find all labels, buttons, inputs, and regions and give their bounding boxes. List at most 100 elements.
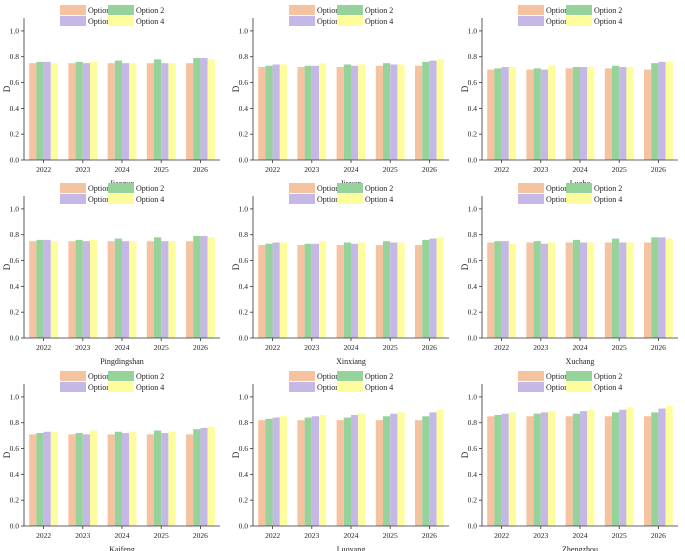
x-tick-label: 2026 <box>193 343 208 352</box>
bar-2025-option-2 <box>612 238 620 338</box>
bar-2023-option-1 <box>68 434 76 526</box>
bar-2023-option-1 <box>297 67 305 160</box>
x-tick-label: 2025 <box>154 165 169 174</box>
x-axis-title: Pingdingshan <box>100 357 144 366</box>
x-tick-label: 2026 <box>193 531 208 540</box>
bar-2024-option-2 <box>343 242 351 338</box>
y-tick-label: 0.0 <box>468 156 478 165</box>
legend-swatch-option-3 <box>518 382 544 392</box>
legend-label-option-3: Option 3 <box>88 195 116 204</box>
bar-2024-option-2 <box>343 64 351 160</box>
y-tick-label: 0.8 <box>239 418 249 427</box>
bar-2026-option-1 <box>186 63 194 160</box>
bar-2024-option-4 <box>358 242 366 338</box>
x-tick-label: 2026 <box>651 531 666 540</box>
x-tick-label: 2024 <box>344 343 359 352</box>
legend-swatch-option-4 <box>108 382 134 392</box>
bar-2024-option-3 <box>351 65 359 160</box>
bar-2023-option-1 <box>526 242 534 338</box>
y-axis-title: D <box>231 85 241 92</box>
bar-2025-option-1 <box>146 63 154 160</box>
y-tick-label: 0.2 <box>239 308 249 317</box>
x-tick-label: 2024 <box>344 165 359 174</box>
legend-label-option-1: Option 1 <box>88 372 116 381</box>
y-tick-label: 0.0 <box>10 522 20 531</box>
bar-2023-option-1 <box>297 420 305 526</box>
legend-label-option-2: Option 2 <box>136 184 164 193</box>
y-tick-label: 0.2 <box>239 130 249 139</box>
y-axis-title: D <box>2 263 12 270</box>
bar-2025-option-1 <box>375 420 383 526</box>
x-axis-title: Kaifeng <box>109 545 135 551</box>
bar-2024-option-1 <box>565 416 573 526</box>
bar-2025-option-2 <box>383 416 391 526</box>
y-tick-label: 0.4 <box>468 282 478 291</box>
legend-swatch-option-3 <box>60 382 86 392</box>
bar-2023-option-2 <box>75 61 83 160</box>
bar-2025-option-4 <box>168 431 176 526</box>
bar-2022-option-4 <box>50 241 58 338</box>
x-tick-label: 2023 <box>304 531 319 540</box>
y-tick-label: 0.8 <box>10 418 20 427</box>
bar-2026-option-2 <box>193 429 201 526</box>
y-tick-label: 0.6 <box>10 444 20 453</box>
x-tick-label: 2023 <box>533 165 548 174</box>
chart-panel-kaifeng: 2022 2023 2024 2025 2026 0.0 0.2 0.4 0.6 0.8 1.0 D K… <box>2 371 220 551</box>
y-tick-label: 0.2 <box>468 308 478 317</box>
bar-2023-option-4 <box>548 242 556 338</box>
legend-label-option-4: Option 4 <box>594 17 622 26</box>
bar-2022-option-1 <box>487 242 495 338</box>
y-axis-title: D <box>231 451 241 458</box>
legend-swatch-option-2 <box>337 183 363 193</box>
bar-2023-option-3 <box>540 69 548 160</box>
y-tick-label: 0.2 <box>10 130 20 139</box>
bar-2025-option-2 <box>383 63 391 160</box>
bar-2025-option-2 <box>154 430 162 526</box>
legend-swatch-option-1 <box>518 5 544 15</box>
bar-2023-option-2 <box>75 433 83 526</box>
legend-swatch-option-2 <box>108 183 134 193</box>
x-tick-label: 2026 <box>193 165 208 174</box>
legend: Option 1 Option 2 Option 3 Option 4 <box>518 183 622 204</box>
y-axis-title: D <box>460 451 470 458</box>
y-tick-label: 0.6 <box>10 256 20 265</box>
x-tick-label: 2022 <box>494 531 509 540</box>
bar-2022-option-4 <box>50 431 58 526</box>
y-tick-label: 0.6 <box>468 444 478 453</box>
y-tick-label: 0.6 <box>239 256 249 265</box>
y-tick-label: 0.4 <box>10 104 20 113</box>
bar-2024-option-1 <box>336 420 344 526</box>
chart-panel-xinxiang: 2022 2023 2024 2025 2026 0.0 0.2 0.4 0.6 0.8 1.0 D X… <box>231 183 449 366</box>
bar-2025-option-3 <box>161 63 169 160</box>
y-tick-label: 1.0 <box>468 204 478 213</box>
y-tick-label: 0.8 <box>468 230 478 239</box>
legend-swatch-option-3 <box>289 16 315 26</box>
x-tick-label: 2026 <box>651 343 666 352</box>
legend: Option 1 Option 2 Option 3 Option 4 <box>289 371 393 392</box>
y-tick-label: 1.0 <box>239 392 249 401</box>
bar-2022-option-3 <box>43 61 51 160</box>
legend-swatch-option-1 <box>518 371 544 381</box>
bar-2022-option-2 <box>36 61 44 160</box>
bar-2026-option-2 <box>193 236 201 338</box>
bar-2025-option-4 <box>397 242 405 338</box>
legend-swatch-option-2 <box>566 5 592 15</box>
x-tick-label: 2022 <box>265 165 280 174</box>
legend-swatch-option-2 <box>566 183 592 193</box>
legend-label-option-1: Option 1 <box>546 372 574 381</box>
bar-2023-option-1 <box>297 245 305 338</box>
bar-2026-option-3 <box>200 58 208 160</box>
bar-2025-option-1 <box>146 434 154 526</box>
bar-2023-option-2 <box>533 68 541 160</box>
bar-2025-option-4 <box>168 63 176 160</box>
bar-2023-option-1 <box>68 241 76 338</box>
bar-2026-option-3 <box>658 408 666 526</box>
legend-label-option-2: Option 2 <box>594 6 622 15</box>
x-tick-label: 2025 <box>154 343 169 352</box>
bar-2023-option-2 <box>304 243 312 338</box>
bar-2026-option-1 <box>415 245 423 338</box>
y-tick-label: 0.0 <box>239 522 249 531</box>
bar-2024-option-3 <box>122 241 130 338</box>
chart-panel-zhengzhou: 2022 2023 2024 2025 2026 0.0 0.2 0.4 0.6 0.8 1.0 D Z… <box>460 371 678 551</box>
